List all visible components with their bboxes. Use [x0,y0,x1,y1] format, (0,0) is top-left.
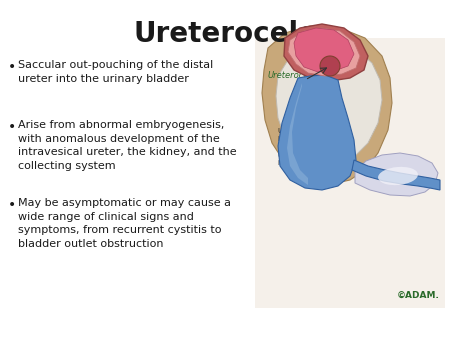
Text: Ureterocele: Ureterocele [133,20,317,48]
Polygon shape [284,24,368,81]
Polygon shape [278,75,356,190]
Polygon shape [294,28,354,72]
Text: Ureterocele at the
base of the bladder
reduces or prevents
the flow of urine
int: Ureterocele at the base of the bladder r… [278,128,351,166]
Polygon shape [276,43,382,165]
Text: •: • [8,198,16,212]
Text: Arise from abnormal embryogenesis,
with anomalous development of the
intravesica: Arise from abnormal embryogenesis, with … [18,120,237,171]
Circle shape [320,56,340,76]
Text: May be asymptomatic or may cause a
wide range of clinical signs and
symptoms, fr: May be asymptomatic or may cause a wide … [18,198,231,249]
Text: ©ADAM.: ©ADAM. [397,291,440,300]
Polygon shape [288,28,360,76]
Text: •: • [8,60,16,74]
Polygon shape [262,26,392,184]
Text: Ureterocele: Ureterocele [268,72,317,80]
Text: •: • [8,120,16,134]
Ellipse shape [378,167,418,185]
Text: Saccular out-pouching of the distal
ureter into the urinary bladder: Saccular out-pouching of the distal uret… [18,60,213,83]
Polygon shape [352,160,440,190]
Polygon shape [355,153,438,196]
Polygon shape [287,83,308,185]
FancyBboxPatch shape [255,38,445,308]
